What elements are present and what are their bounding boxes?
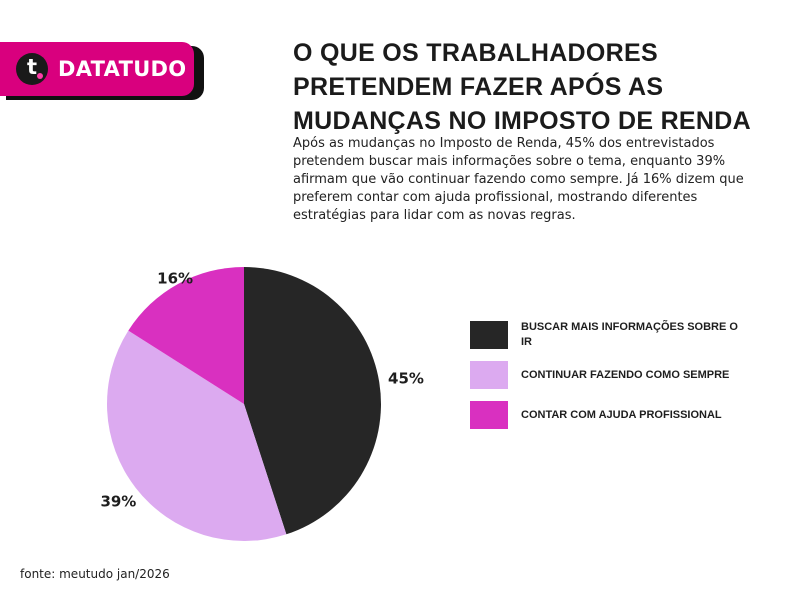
legend-swatch-buscar-informacoes — [470, 321, 508, 349]
chart-title: O QUE OS TRABALHADORES PRETENDEM FAZER A… — [293, 39, 751, 135]
pie-slice-buscar-informacoes — [244, 267, 381, 535]
legend-swatch-ajuda-profissional — [470, 401, 508, 429]
pie-slice-ajuda-profissional — [128, 267, 244, 404]
legend-label-continuar-como-sempre: CONTINUAR FAZENDO COMO SEMPRE — [521, 368, 730, 381]
legend-label-ajuda-profissional: CONTAR COM AJUDA PROFISSIONAL — [521, 408, 722, 421]
pie-label-buscar-informacoes: 45% — [388, 369, 424, 387]
brand-logo-icon: t — [16, 53, 48, 85]
source-note: fonte: meutudo jan/2026 — [20, 567, 170, 581]
legend-swatch-continuar-como-sempre — [470, 361, 508, 389]
brand-logo-dot — [37, 73, 43, 79]
pie-slice-continuar-como-sempre — [107, 330, 287, 541]
pie-label-ajuda-profissional: 16% — [157, 270, 193, 288]
chart-description: Após as mudanças no Imposto de Renda, 45… — [293, 136, 744, 223]
pie-chart: 45% 39% 16% — [100, 267, 424, 541]
pie-label-continuar-como-sempre: 39% — [100, 493, 136, 511]
chart-legend: BUSCAR MAIS INFORMAÇÕES SOBRE O IR CONTIN… — [470, 320, 770, 440]
brand-logo-letter: t — [26, 55, 38, 79]
brand-name: DATATUDO — [58, 57, 187, 81]
legend-item-buscar-informacoes: BUSCAR MAIS INFORMAÇÕES SOBRE O IR — [470, 320, 770, 350]
brand-badge: t DATATUDO — [0, 42, 194, 96]
legend-label-buscar-informacoes: BUSCAR MAIS INFORMAÇÕES SOBRE O IR — [521, 321, 738, 348]
legend-item-ajuda-profissional: CONTAR COM AJUDA PROFISSIONAL — [470, 400, 770, 430]
legend-item-continuar-como-sempre: CONTINUAR FAZENDO COMO SEMPRE — [470, 360, 770, 390]
